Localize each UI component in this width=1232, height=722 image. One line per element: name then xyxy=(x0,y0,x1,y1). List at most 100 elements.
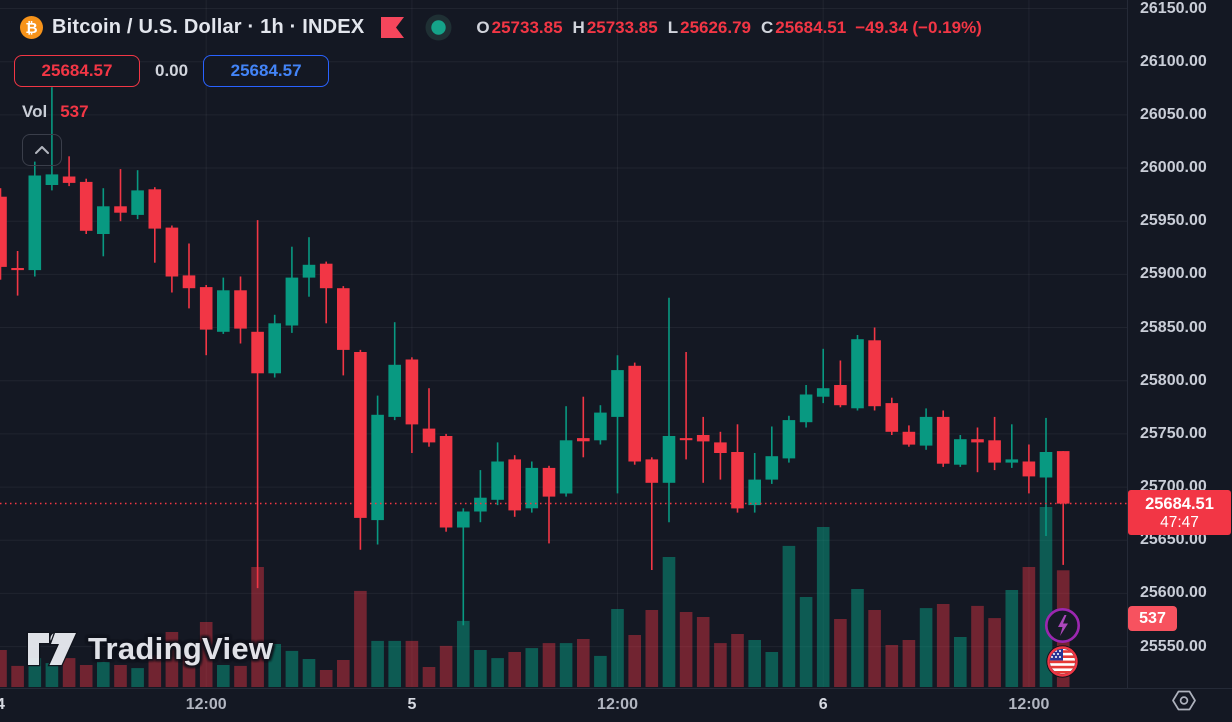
flag-marker-icon[interactable] xyxy=(381,17,405,38)
volume-bar xyxy=(559,643,573,687)
us-flag-icon xyxy=(1046,645,1079,678)
volume-bar xyxy=(217,665,230,687)
spread-value: 0.00 xyxy=(155,61,189,80)
time-axis-label: 12:00 xyxy=(597,696,638,713)
candle-body xyxy=(439,436,453,528)
ideas-stream-button[interactable] xyxy=(1044,607,1081,649)
symbol-title[interactable]: Bitcoin / U.S. Dollar · 1h · INDEX xyxy=(52,16,365,38)
volume-bar xyxy=(936,604,950,687)
candle-body xyxy=(628,365,641,462)
candle-body xyxy=(62,176,76,183)
candle-body xyxy=(611,370,624,417)
volume-bar xyxy=(131,668,144,687)
axis-settings-button[interactable] xyxy=(1170,688,1198,719)
change-value: −49.34 (−0.19%) xyxy=(855,17,982,37)
volume-bar xyxy=(319,670,333,687)
candle-body xyxy=(696,435,710,442)
candle-body xyxy=(251,331,264,374)
high-label: H xyxy=(572,17,585,37)
low-value: 25626.79 xyxy=(680,17,752,37)
candle-body xyxy=(0,196,7,267)
price-axis-label: 25600.00 xyxy=(1140,584,1207,602)
volume-bar xyxy=(1005,590,1019,687)
volume-bar xyxy=(388,640,401,687)
volume-bar xyxy=(628,635,641,687)
volume-bar xyxy=(405,640,419,687)
candle-body xyxy=(302,264,316,278)
price-axis-label: 25900.00 xyxy=(1140,265,1207,283)
volume-bar xyxy=(816,527,830,687)
price-axis-label: 25750.00 xyxy=(1140,424,1207,442)
volume-bar xyxy=(165,632,179,687)
candle-body xyxy=(902,431,916,445)
us-market-flag-button[interactable] xyxy=(1046,645,1079,683)
candle-body xyxy=(885,403,899,432)
candle-body xyxy=(868,340,881,407)
volume-bar xyxy=(577,639,590,687)
price-axis-label: 26150.00 xyxy=(1140,0,1207,17)
candle-body xyxy=(919,416,933,446)
candle-body xyxy=(28,175,42,271)
price-axis-label: 25850.00 xyxy=(1140,318,1207,336)
time-axis-label: 4 xyxy=(0,696,5,713)
candle-body xyxy=(234,290,247,329)
candle-body xyxy=(508,459,521,511)
candle-body xyxy=(645,459,659,483)
candle-body xyxy=(422,428,436,443)
current-volume-tag: 537 xyxy=(1128,606,1177,631)
candle-body xyxy=(1039,452,1053,478)
open-value: 25733.85 xyxy=(491,17,563,37)
candle-body xyxy=(799,394,813,423)
candle-body xyxy=(851,339,864,409)
candle-body xyxy=(199,287,213,330)
volume-bar xyxy=(799,597,813,687)
candle-body xyxy=(525,467,539,509)
volume-bar xyxy=(919,608,933,687)
candle-body xyxy=(834,385,847,406)
candle-body xyxy=(457,511,470,528)
volume-bar xyxy=(885,645,899,687)
candle-body xyxy=(559,440,573,494)
candle-body xyxy=(97,206,110,234)
volume-bar xyxy=(868,610,881,687)
price-axis-label: 26100.00 xyxy=(1140,52,1207,70)
volume-bar xyxy=(525,648,539,687)
collapse-legend-button[interactable] xyxy=(22,134,62,166)
volume-bar xyxy=(422,667,436,687)
volume-bar xyxy=(45,663,59,687)
sell-price-button[interactable]: 25684.57 xyxy=(14,55,140,87)
volume-bar xyxy=(851,589,864,687)
candle-body xyxy=(217,290,230,332)
hex-nut-icon xyxy=(1172,690,1196,711)
watermark-text: TradingView xyxy=(88,631,274,666)
volume-bar xyxy=(62,658,76,687)
candle-body xyxy=(148,189,162,229)
current-price-tag: 25684.51 47:47 xyxy=(1128,490,1231,535)
volume-bar xyxy=(1022,567,1036,687)
market-status-icon[interactable] xyxy=(425,14,452,41)
time-axis-label: 6 xyxy=(818,696,828,713)
buy-price-button[interactable]: 25684.57 xyxy=(203,55,330,87)
high-value: 25733.85 xyxy=(586,17,658,37)
time-axis-label: 12:00 xyxy=(1008,696,1050,713)
volume-bar xyxy=(714,643,727,687)
volume-bar xyxy=(251,567,264,687)
candle-body xyxy=(79,181,93,231)
volume-bar xyxy=(679,612,693,687)
price-axis-label: 26050.00 xyxy=(1140,105,1207,123)
candle-body xyxy=(714,442,727,453)
candle-body xyxy=(337,288,350,350)
volume-legend: Vol 537 xyxy=(22,102,89,122)
volume-bar xyxy=(782,545,796,687)
volume-bar xyxy=(79,665,93,687)
current-price-value: 25684.51 xyxy=(1145,494,1214,513)
candle-body xyxy=(11,268,24,271)
volume-bar xyxy=(645,610,659,687)
volume-label: Vol xyxy=(22,102,48,121)
volume-bar xyxy=(439,645,453,687)
open-label: O xyxy=(476,17,490,37)
volume-bar xyxy=(988,618,1001,687)
volume-bar xyxy=(234,665,247,687)
price-axis-label: 25950.00 xyxy=(1140,212,1207,230)
